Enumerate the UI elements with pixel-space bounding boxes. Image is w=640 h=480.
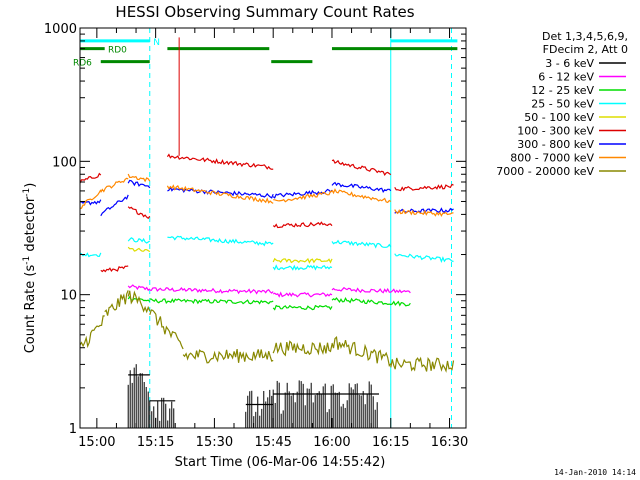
series-line [127,206,151,220]
legend-label: 12 - 25 keV [531,84,594,97]
legend-label: 6 - 12 keV [538,71,594,84]
legend-label: 25 - 50 keV [531,98,594,111]
series-line [331,335,392,368]
legend-label: 800 - 7000 keV [510,152,594,165]
series-line [272,304,333,311]
series-line [394,183,454,192]
legend-label: 7000 - 20000 keV [496,165,594,178]
series-line [331,188,392,204]
series-line [331,159,392,177]
series-line [149,287,274,295]
flag-label: RD0 [108,46,127,56]
series-line [100,265,129,273]
axes: 1 10 100 1000 15:00 15:15 15:30 15:45 16:00 16:15… [44,22,468,450]
x-tick-label: 16:15 [372,435,409,450]
x-axis-label: Start Time (06-Mar-06 14:55:42) [175,455,386,470]
plot-background [80,28,466,428]
series-line [79,172,102,184]
x-tick-label: 16:30 [431,435,468,450]
series-line [104,290,129,316]
series-line [272,340,333,357]
series-line [272,264,333,271]
legend-label: 100 - 300 keV [517,125,594,138]
y-axis-label-main: Count Rate (s [23,265,38,354]
series-line [127,246,151,253]
series-line [331,181,392,193]
series-line [272,257,333,264]
series-line [100,194,129,217]
series-line [127,290,151,314]
legend-header-1: Det 1,3,4,5,6,9, [542,30,628,43]
series-line [331,239,392,249]
x-tick-label: 15:30 [196,435,233,450]
series-line [331,286,411,294]
y-tick-label: 1000 [44,22,77,37]
series-line [79,252,102,258]
x-tick-label: 15:00 [78,435,115,450]
series-line [127,173,151,183]
y-axis-label: Count Rate (s-1 detector-1) [22,183,38,354]
legend-label: 300 - 800 keV [517,138,594,151]
mode-flags: N RD0 RD6 [73,38,458,69]
series-line [167,185,274,199]
x-tick-label: 15:45 [254,435,291,450]
legend-header-2: FDecim 2, Att 0 [543,43,628,56]
series-line [272,221,333,229]
series-line [166,184,274,204]
y-axis-label-end: ) [23,183,38,188]
series-line [127,237,151,244]
series-line [394,208,454,217]
legend-label: 50 - 100 keV [524,111,594,124]
series-line [127,179,151,189]
y-axis-label-sup1: -1 [22,256,32,265]
x-tick-label: 15:15 [137,435,174,450]
flag-label: N [153,38,160,48]
chart-title: HESSI Observing Summary Count Rates [115,3,414,21]
series-line [167,235,274,247]
y-axis-label-sup2: -1 [22,188,32,197]
y-axis-label-mid: detector [23,196,38,256]
series-line [79,189,102,209]
series-line [149,309,184,350]
legend-label: 3 - 6 keV [545,57,594,70]
y-tick-label: 1 [69,422,77,437]
series-line [182,348,274,364]
series-line [273,190,333,203]
series-line [272,291,333,298]
series-line [127,284,151,292]
plot-area [79,28,466,428]
footer-timestamp: 14-Jan-2010 14:14 [554,468,636,477]
y-tick-label: 10 [60,289,77,304]
legend: Det 1,3,4,5,6,9, FDecim 2, Att 0 3 - 6 k… [496,30,628,178]
series-line [331,297,411,307]
series-layer [79,37,455,428]
series-line [100,177,129,193]
series-line [79,315,105,349]
x-tick-label: 16:00 [313,435,350,450]
series-line [394,253,454,264]
series-line [79,199,102,206]
flag-label: RD6 [73,59,92,69]
series-line [390,356,455,373]
y-tick-label: 100 [52,155,77,170]
series-line [166,153,274,170]
series-line [149,298,274,305]
